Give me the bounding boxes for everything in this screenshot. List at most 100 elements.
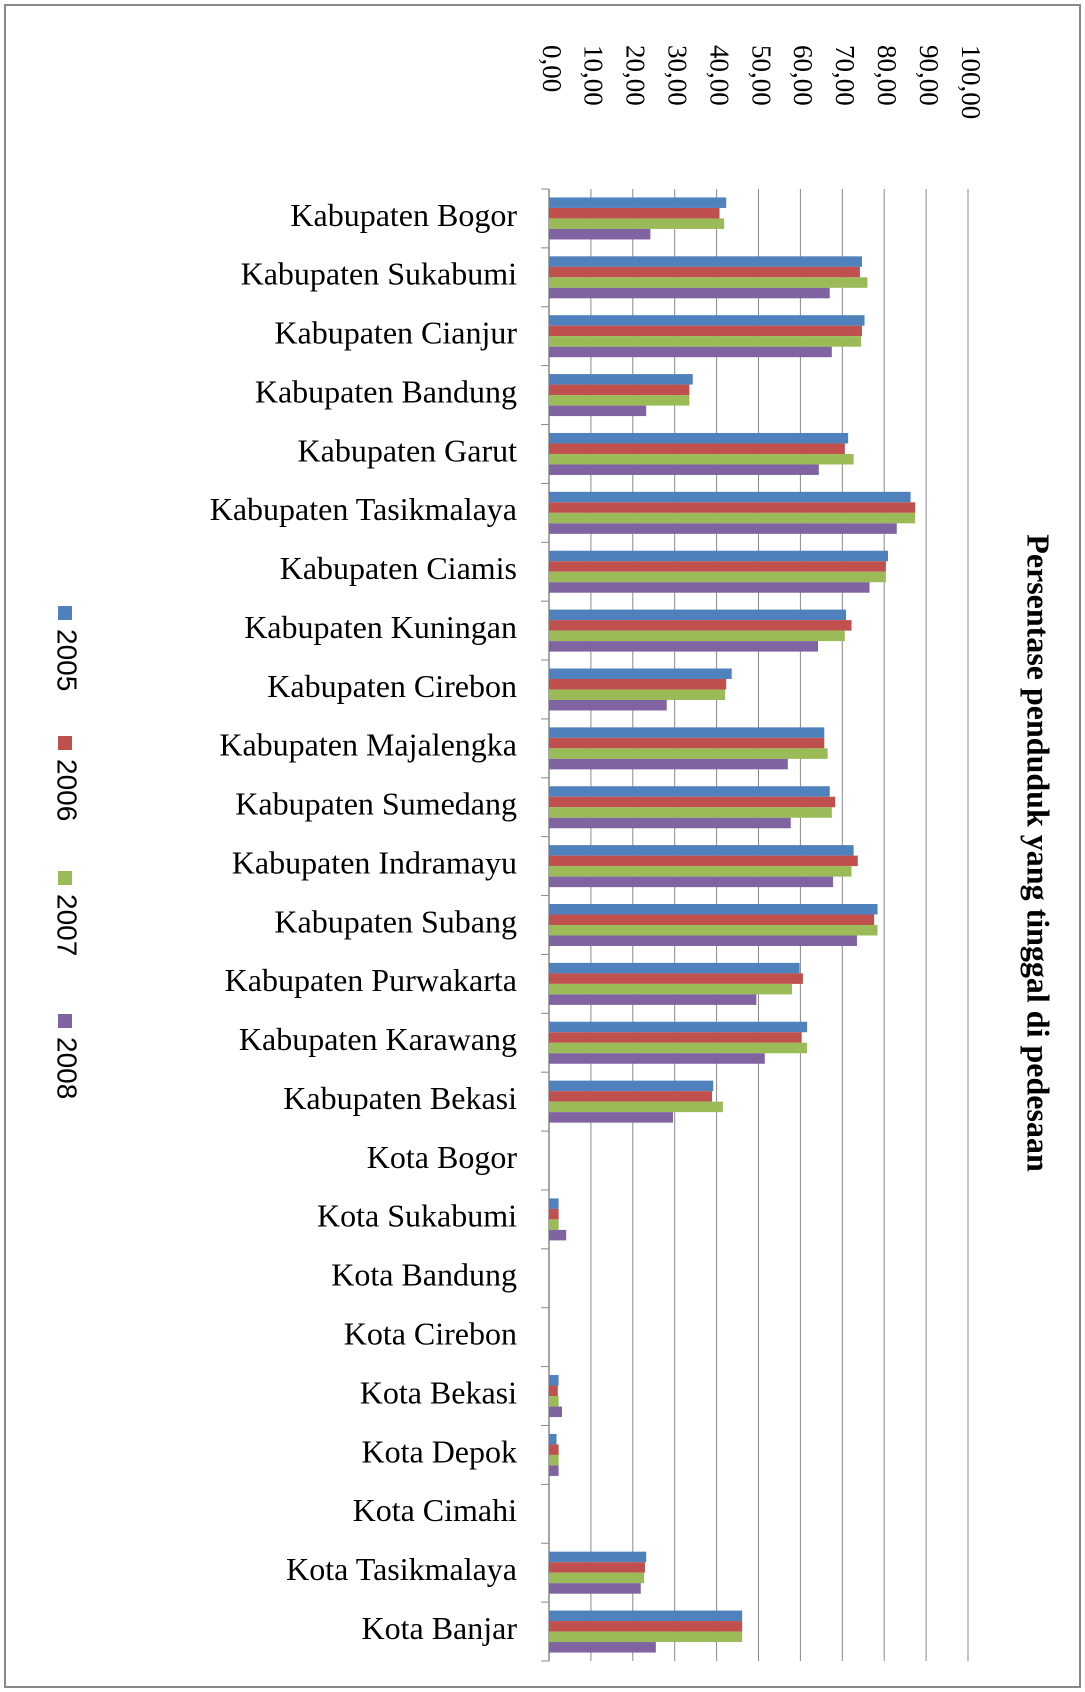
legend-label: 2006: [52, 759, 83, 821]
bar: [549, 1042, 808, 1054]
bar: [549, 277, 868, 288]
bar: [549, 228, 651, 240]
bar: [549, 1621, 743, 1632]
bar: [549, 1631, 743, 1643]
x-tick-label: 0,00: [537, 45, 567, 92]
x-tick-label: 60,00: [788, 45, 818, 106]
bar: [549, 1091, 712, 1102]
bar: [549, 582, 870, 593]
bar: [549, 512, 916, 524]
bar: [549, 1021, 808, 1033]
y-tick-label: Kabupaten Indramayu: [232, 844, 517, 880]
bar: [549, 1385, 558, 1397]
bar: [549, 395, 690, 406]
x-tick-label: 50,00: [746, 45, 776, 106]
bar: [549, 727, 825, 738]
bar: [549, 758, 788, 770]
bar: [549, 994, 757, 1005]
legend-swatch: [58, 1014, 72, 1028]
chart-title: Persentase penduduk yang tinggal di pede…: [1021, 534, 1057, 1172]
bar: [549, 287, 830, 299]
bar: [549, 641, 818, 652]
bar: [549, 197, 727, 208]
x-tick-label: 10,00: [579, 45, 609, 106]
bar: [549, 1454, 559, 1466]
bar: [549, 876, 834, 888]
y-tick-label: Kabupaten Bekasi: [283, 1080, 517, 1116]
legend-swatch: [58, 871, 72, 885]
bar: [549, 1642, 656, 1653]
y-tick-label: Kabupaten Purwakarta: [225, 962, 517, 998]
y-tick-label: Kabupaten Kuningan: [244, 609, 517, 645]
bar: [549, 748, 828, 759]
bar: [549, 1101, 723, 1113]
bar: [549, 325, 862, 337]
bar: [549, 678, 727, 690]
bar: [549, 1208, 559, 1220]
bar: [549, 405, 647, 417]
y-tick-label: Kota Depok: [361, 1433, 517, 1469]
bar: [549, 1610, 743, 1622]
y-tick-label: Kota Tasikmalaya: [286, 1551, 517, 1587]
legend-swatch: [58, 736, 72, 750]
bar: [549, 817, 791, 829]
bar: [549, 866, 852, 877]
bar: [549, 796, 836, 808]
bar: [549, 550, 888, 562]
bar: [549, 1198, 559, 1209]
y-tick-label: Kabupaten Ciamis: [280, 550, 517, 586]
bar: [549, 502, 916, 513]
legend-label: 2008: [52, 1037, 83, 1099]
bar: [549, 1229, 567, 1241]
y-tick-label: Kota Banjar: [362, 1610, 518, 1646]
bar: [549, 1032, 802, 1043]
legend-label: 2007: [52, 894, 83, 956]
bar: [549, 855, 858, 867]
y-tick-label: Kota Sukabumi: [317, 1198, 517, 1234]
legend-label: 2005: [52, 629, 83, 691]
y-tick-label: Kabupaten Garut: [298, 432, 518, 468]
bar: [549, 904, 878, 915]
y-tick-label: Kota Cimahi: [353, 1492, 518, 1528]
bar: [549, 464, 819, 475]
bar: [549, 914, 875, 925]
bar: [549, 1433, 557, 1445]
x-tick-label: 100,00: [956, 45, 986, 119]
bar: [549, 620, 852, 631]
y-tick-label: Kabupaten Sumedang: [235, 786, 517, 822]
bar: [549, 1219, 559, 1230]
y-tick-label: Kabupaten Bogor: [290, 197, 517, 233]
bar: [549, 1551, 647, 1563]
bar: [549, 807, 832, 818]
bar: [549, 443, 845, 454]
bar: [549, 925, 878, 936]
bar: [549, 1053, 765, 1064]
bar: [549, 1396, 559, 1407]
x-tick-label: 20,00: [621, 45, 651, 106]
bar: [549, 1406, 562, 1418]
y-tick-label: Kabupaten Karawang: [239, 1021, 517, 1057]
y-tick-label: Kabupaten Cirebon: [267, 668, 517, 704]
bar: [549, 1444, 559, 1455]
bar: [549, 218, 725, 229]
bar: [549, 962, 800, 974]
x-tick-label: 80,00: [872, 45, 902, 106]
bar: [549, 668, 732, 679]
x-tick-label: 30,00: [662, 45, 692, 106]
y-tick-label: Kota Bekasi: [360, 1374, 517, 1410]
bar: [549, 630, 845, 642]
y-tick-label: Kabupaten Majalengka: [219, 727, 517, 763]
bar: [549, 571, 886, 583]
bar: [549, 983, 793, 995]
bar: [549, 384, 690, 396]
y-tick-label: Kabupaten Tasikmalaya: [210, 491, 517, 527]
bar: [549, 561, 886, 572]
bar: [549, 491, 911, 503]
bar: [549, 266, 860, 278]
bar: [549, 1583, 641, 1594]
bar: [549, 315, 865, 326]
bar: [549, 973, 803, 984]
chart-frame: [4, 4, 1081, 1688]
